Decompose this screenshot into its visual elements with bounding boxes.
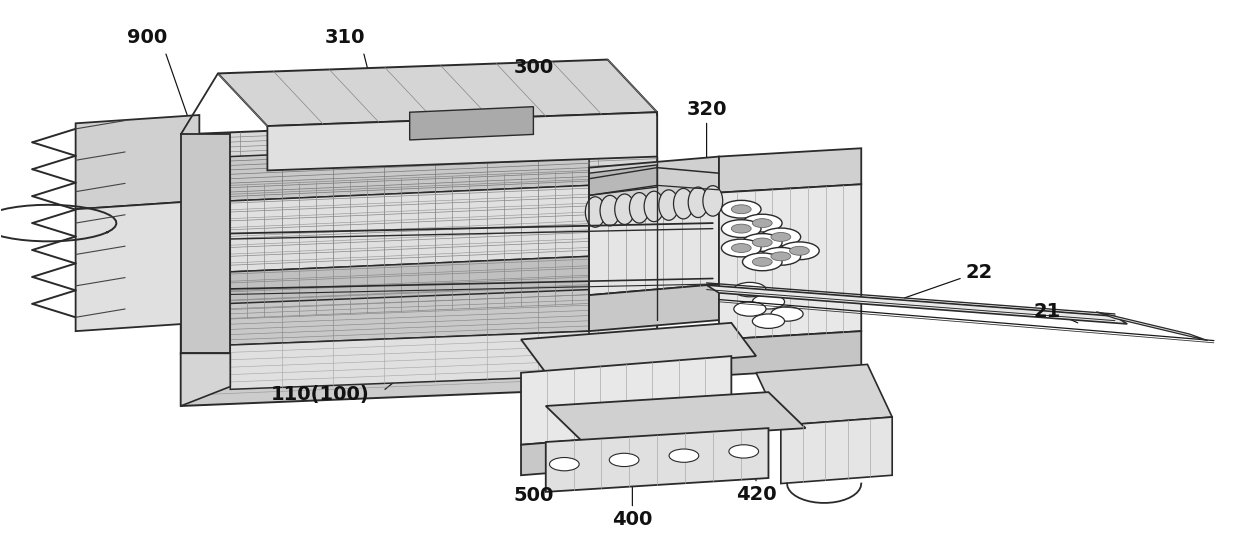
Ellipse shape (644, 191, 663, 222)
Polygon shape (181, 353, 231, 406)
Ellipse shape (585, 197, 605, 227)
Circle shape (670, 449, 699, 462)
Circle shape (722, 239, 761, 257)
Circle shape (753, 314, 785, 329)
Text: 400: 400 (613, 510, 652, 529)
Ellipse shape (673, 188, 693, 219)
Text: 310: 310 (325, 28, 366, 47)
Text: 300: 300 (513, 58, 553, 77)
Text: 21: 21 (1033, 302, 1060, 321)
Circle shape (753, 295, 785, 309)
Polygon shape (589, 157, 719, 204)
Circle shape (771, 232, 791, 241)
Polygon shape (181, 134, 231, 353)
Circle shape (734, 282, 766, 297)
Text: 110(100): 110(100) (272, 385, 370, 404)
Polygon shape (781, 417, 893, 483)
Polygon shape (719, 184, 862, 339)
Circle shape (753, 257, 773, 266)
Polygon shape (231, 141, 589, 201)
Text: 500: 500 (513, 486, 553, 505)
Polygon shape (1096, 312, 1208, 340)
Polygon shape (521, 356, 732, 445)
Polygon shape (589, 165, 657, 196)
Polygon shape (719, 148, 862, 193)
Polygon shape (521, 428, 732, 475)
Circle shape (722, 220, 761, 237)
Circle shape (722, 201, 761, 218)
Ellipse shape (630, 193, 650, 223)
Polygon shape (231, 290, 589, 345)
Polygon shape (218, 60, 657, 126)
Text: 320: 320 (687, 100, 727, 119)
Text: 22: 22 (965, 263, 992, 282)
Text: 420: 420 (735, 485, 776, 504)
Circle shape (771, 252, 791, 261)
Circle shape (732, 243, 751, 252)
Ellipse shape (688, 187, 708, 218)
Circle shape (743, 214, 782, 232)
Polygon shape (756, 364, 893, 426)
Ellipse shape (615, 194, 635, 224)
Polygon shape (181, 115, 657, 193)
Circle shape (761, 228, 801, 246)
Text: 900: 900 (128, 28, 167, 47)
Polygon shape (409, 107, 533, 140)
Ellipse shape (703, 185, 723, 216)
Polygon shape (231, 331, 589, 389)
Circle shape (790, 246, 810, 255)
Circle shape (761, 247, 801, 265)
Polygon shape (181, 334, 657, 406)
Circle shape (771, 307, 804, 321)
Ellipse shape (658, 190, 678, 221)
Polygon shape (231, 185, 589, 272)
Polygon shape (707, 285, 1127, 324)
Circle shape (732, 205, 751, 214)
Polygon shape (76, 115, 200, 209)
Circle shape (549, 457, 579, 471)
Polygon shape (719, 331, 862, 375)
Circle shape (780, 242, 820, 260)
Circle shape (729, 445, 759, 458)
Circle shape (609, 453, 639, 467)
Polygon shape (546, 392, 806, 442)
Polygon shape (589, 193, 719, 295)
Circle shape (743, 253, 782, 271)
Polygon shape (231, 256, 589, 319)
Polygon shape (521, 323, 756, 373)
Circle shape (732, 224, 751, 233)
Circle shape (753, 219, 773, 227)
Polygon shape (589, 284, 719, 331)
Circle shape (734, 302, 766, 316)
Polygon shape (76, 201, 200, 331)
Circle shape (753, 238, 773, 247)
Circle shape (743, 233, 782, 251)
Polygon shape (181, 173, 657, 353)
Polygon shape (546, 428, 769, 492)
Polygon shape (268, 112, 657, 170)
Ellipse shape (600, 196, 620, 226)
